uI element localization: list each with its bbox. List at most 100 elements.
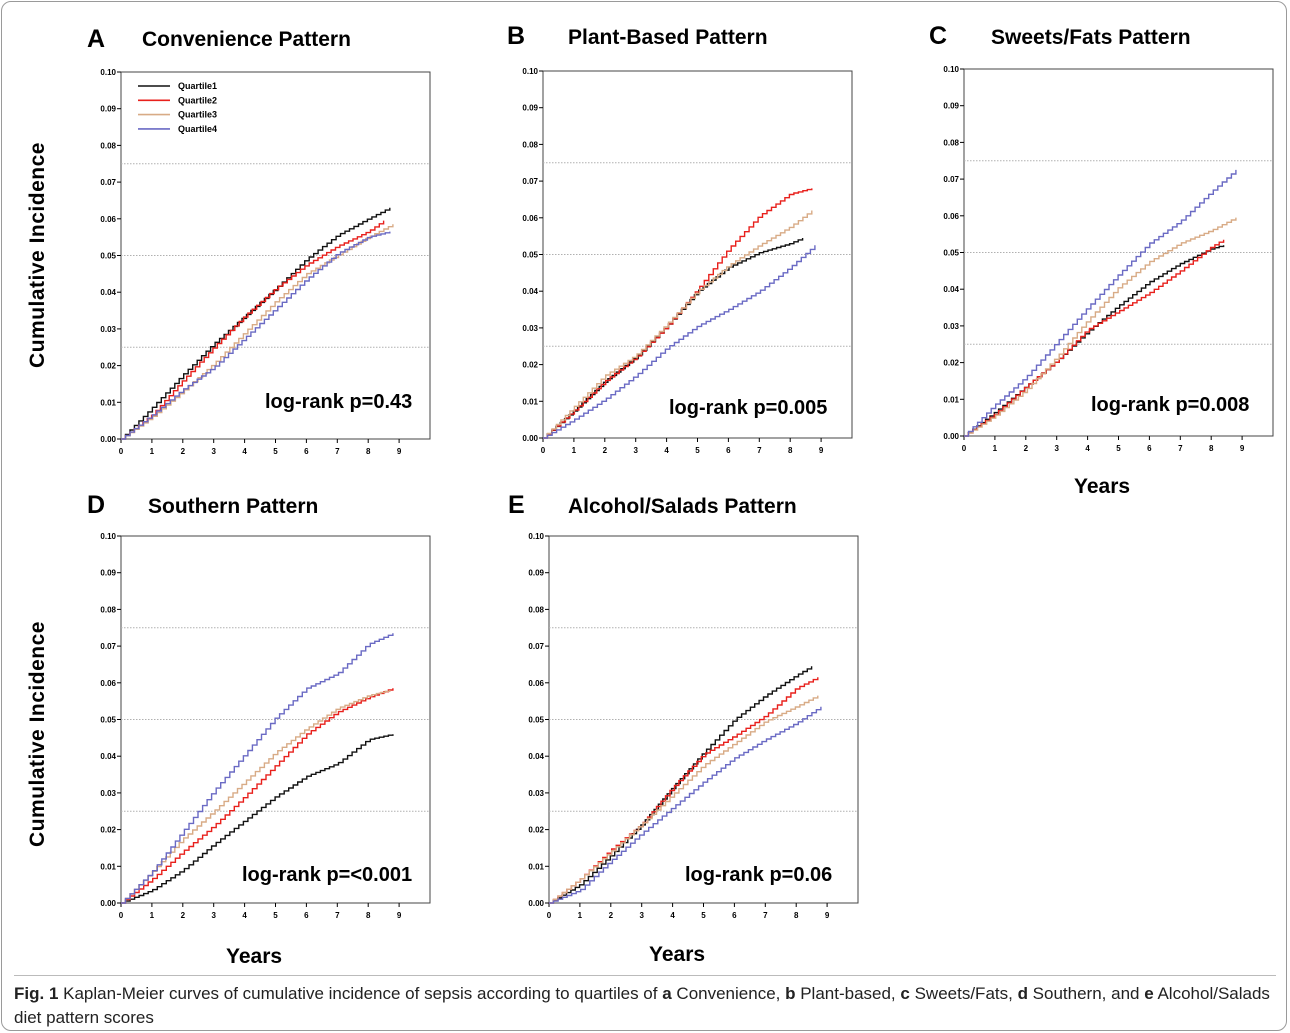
y-tick-label-c: 0.09: [943, 102, 959, 111]
panel-letter-d: D: [87, 491, 106, 519]
series-line-quartile4-b: [543, 245, 816, 439]
logrank-annotation-d: log-rank p=<0.001: [242, 864, 413, 886]
series-line-quartile4-e: [549, 706, 822, 904]
y-tick-label-a: 0.10: [100, 68, 116, 77]
caption-panel-ref: a: [662, 984, 672, 1003]
y-tick-label-e: 0.00: [528, 899, 544, 908]
x-tick-label-b: 7: [757, 446, 762, 455]
x-tick-label-c: 9: [1240, 444, 1245, 453]
caption-panel-ref: b: [785, 984, 796, 1003]
y-tick-label-c: 0.01: [943, 395, 959, 404]
y-tick-label-b: 0.03: [522, 324, 538, 333]
y-tick-label-d: 0.08: [100, 605, 116, 614]
x-tick-label-a: 8: [366, 447, 371, 456]
x-tick-label-e: 6: [732, 911, 737, 920]
x-tick-label-d: 9: [397, 911, 402, 920]
x-tick-label-b: 6: [726, 446, 731, 455]
x-tick-label-e: 0: [547, 911, 552, 920]
x-tick-label-c: 2: [1024, 444, 1029, 453]
y-tick-label-a: 0.07: [100, 178, 116, 187]
x-tick-label-d: 1: [150, 911, 155, 920]
x-tick-label-b: 9: [819, 446, 824, 455]
y-tick-label-d: 0.03: [100, 789, 116, 798]
y-tick-label-e: 0.06: [528, 679, 544, 688]
caption-panel-ref: c: [900, 984, 910, 1003]
series-line-quartile3-c: [964, 217, 1237, 437]
legend-label-quartile2: Quartile2: [178, 95, 217, 105]
chart-panel-e: 0.00 0.01 0.02 0.03 0.04 0.05 0.06 0.07 0.08 0.09…: [528, 532, 859, 920]
x-tick-label-b: 8: [788, 446, 793, 455]
y-tick-label-e: 0.05: [528, 716, 544, 725]
series-line-quartile4-a: [121, 231, 391, 440]
panel-title-b: Plant-Based Pattern: [568, 26, 768, 49]
logrank-annotation-a: log-rank p=0.43: [265, 391, 413, 413]
series-line-quartile1-b: [543, 238, 804, 439]
series-line-quartile4-c: [964, 169, 1237, 437]
panel-title-e: Alcohol/Salads Pattern: [568, 495, 797, 518]
y-tick-label-c: 0.04: [943, 285, 959, 294]
caption-separator: [14, 975, 1276, 976]
x-tick-label-e: 1: [578, 911, 583, 920]
panel-letter-a: A: [87, 25, 106, 53]
figure-caption: Fig. 1 Kaplan-Meier curves of cumulative…: [14, 982, 1278, 1030]
y-tick-label-b: 0.06: [522, 214, 538, 223]
legend-label-quartile3: Quartile3: [178, 110, 217, 120]
y-tick-label-b: 0.00: [522, 434, 538, 443]
x-tick-label-c: 6: [1147, 444, 1152, 453]
x-tick-label-e: 4: [670, 911, 675, 920]
caption-run: Kaplan-Meier curves of cumulative incide…: [58, 984, 663, 1003]
chart-panel-c: 0.00 0.01 0.02 0.03 0.04 0.05 0.06 0.07 0.08 0.09…: [943, 65, 1274, 453]
y-tick-label-d: 0.05: [100, 716, 116, 725]
y-tick-label-b: 0.01: [522, 397, 538, 406]
y-tick-label-c: 0.03: [943, 322, 959, 331]
panel-letter-b: B: [507, 22, 526, 50]
y-tick-label-b: 0.02: [522, 361, 538, 370]
x-axis-label-d: Years: [226, 945, 283, 968]
series-line-quartile2-d: [121, 688, 394, 904]
series-line-quartile2-c: [964, 239, 1225, 437]
y-tick-label-c: 0.08: [943, 138, 959, 147]
caption-run: Plant-based,: [795, 984, 901, 1003]
y-tick-label-b: 0.09: [522, 104, 538, 113]
series-line-quartile2-a: [121, 220, 385, 440]
x-tick-label-d: 0: [119, 911, 124, 920]
series-line-quartile2-e: [549, 677, 819, 904]
series-line-quartile3-e: [549, 695, 819, 904]
y-tick-label-c: 0.05: [943, 249, 959, 258]
x-tick-label-b: 5: [695, 446, 700, 455]
chart-panel-b: 0.00 0.01 0.02 0.03 0.04 0.05 0.06 0.07 0.08 0.09…: [522, 67, 853, 455]
x-tick-label-d: 4: [242, 911, 247, 920]
y-tick-label-d: 0.09: [100, 569, 116, 578]
caption-run: Convenience,: [671, 984, 786, 1003]
x-tick-label-e: 2: [609, 911, 614, 920]
chart-panel-a: 0.00 0.01 0.02 0.03 0.04 0.05 0.06 0.07 0.08 0.09…: [100, 68, 431, 456]
logrank-annotation-b: log-rank p=0.005: [669, 397, 828, 419]
caption-label: Fig. 1: [14, 984, 59, 1003]
x-tick-label-a: 6: [304, 447, 309, 456]
y-tick-label-d: 0.04: [100, 752, 116, 761]
x-axis-label-c: Years: [1074, 475, 1131, 498]
legend-label-quartile4: Quartile4: [178, 124, 217, 134]
y-tick-label-c: 0.00: [943, 432, 959, 441]
y-tick-label-e: 0.07: [528, 642, 544, 651]
x-tick-label-d: 6: [304, 911, 309, 920]
y-tick-label-a: 0.05: [100, 252, 116, 261]
panel-title-c: Sweets/Fats Pattern: [991, 26, 1191, 49]
y-tick-label-a: 0.01: [100, 398, 116, 407]
series-line-quartile3-b: [543, 210, 813, 439]
panel-letter-c: C: [929, 22, 948, 50]
y-tick-label-c: 0.06: [943, 212, 959, 221]
caption-panel-ref: d: [1017, 984, 1028, 1003]
y-tick-label-a: 0.06: [100, 215, 116, 224]
x-tick-label-c: 8: [1209, 444, 1214, 453]
x-tick-label-d: 3: [211, 911, 216, 920]
y-tick-label-a: 0.08: [100, 141, 116, 150]
panel-title-a: Convenience Pattern: [142, 28, 351, 51]
x-tick-label-e: 5: [701, 911, 706, 920]
x-tick-label-e: 7: [763, 911, 768, 920]
x-tick-label-c: 5: [1116, 444, 1121, 453]
y-tick-label-e: 0.04: [528, 752, 544, 761]
x-tick-label-a: 7: [335, 447, 340, 456]
